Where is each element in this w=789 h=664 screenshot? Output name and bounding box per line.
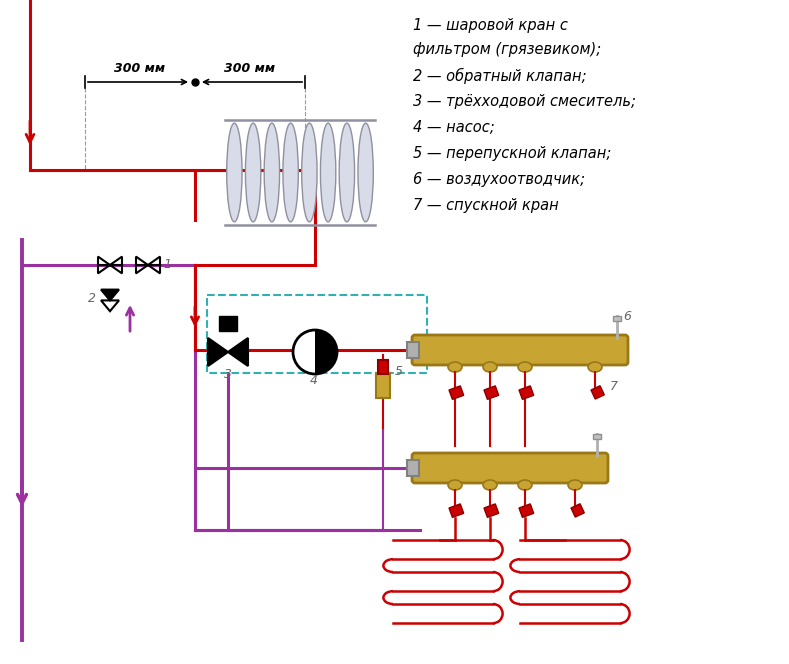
Text: 3: 3 bbox=[224, 368, 232, 381]
Ellipse shape bbox=[483, 480, 497, 490]
Text: 1: 1 bbox=[163, 258, 171, 271]
Text: 7: 7 bbox=[610, 380, 618, 393]
FancyBboxPatch shape bbox=[412, 335, 628, 365]
Bar bbox=[376, 373, 390, 398]
Bar bbox=[219, 316, 237, 331]
Text: фильтром (грязевиком);: фильтром (грязевиком); bbox=[413, 42, 601, 57]
Ellipse shape bbox=[588, 362, 602, 372]
Bar bbox=[519, 386, 533, 400]
Ellipse shape bbox=[320, 123, 336, 222]
Bar bbox=[207, 295, 427, 373]
Bar bbox=[484, 386, 499, 400]
Bar bbox=[519, 504, 533, 517]
Bar bbox=[407, 342, 419, 358]
Polygon shape bbox=[228, 338, 248, 366]
Polygon shape bbox=[101, 290, 119, 300]
Text: 4 — насос;: 4 — насос; bbox=[413, 120, 495, 135]
Bar bbox=[593, 434, 601, 439]
Text: 6 — воздухоотводчик;: 6 — воздухоотводчик; bbox=[413, 172, 585, 187]
Ellipse shape bbox=[283, 123, 298, 222]
Text: 5 — перепускной клапан;: 5 — перепускной клапан; bbox=[413, 146, 611, 161]
Ellipse shape bbox=[301, 123, 317, 222]
Text: 2: 2 bbox=[88, 292, 96, 305]
Ellipse shape bbox=[518, 362, 532, 372]
Ellipse shape bbox=[264, 123, 279, 222]
Ellipse shape bbox=[518, 480, 532, 490]
Ellipse shape bbox=[358, 123, 373, 222]
Bar bbox=[613, 316, 621, 321]
Ellipse shape bbox=[483, 362, 497, 372]
Bar bbox=[591, 386, 604, 399]
Ellipse shape bbox=[245, 123, 261, 222]
Text: 5: 5 bbox=[395, 365, 403, 378]
Bar bbox=[484, 504, 499, 517]
Bar bbox=[449, 386, 464, 400]
Text: 3 — трёхходовой смеситель;: 3 — трёхходовой смеситель; bbox=[413, 94, 636, 109]
Text: 1 — шаровой кран с: 1 — шаровой кран с bbox=[413, 18, 568, 33]
Ellipse shape bbox=[448, 480, 462, 490]
Ellipse shape bbox=[226, 123, 242, 222]
Text: 7 — спускной кран: 7 — спускной кран bbox=[413, 198, 559, 213]
FancyBboxPatch shape bbox=[412, 453, 608, 483]
Polygon shape bbox=[315, 330, 337, 374]
Text: 300 мм: 300 мм bbox=[224, 62, 275, 74]
Text: 6: 6 bbox=[623, 310, 631, 323]
Text: 4: 4 bbox=[310, 374, 318, 387]
Ellipse shape bbox=[568, 480, 582, 490]
Polygon shape bbox=[208, 338, 228, 366]
Bar bbox=[407, 460, 419, 476]
Bar bbox=[378, 360, 388, 374]
Bar bbox=[449, 504, 464, 517]
Bar bbox=[571, 504, 585, 517]
Ellipse shape bbox=[339, 123, 354, 222]
Text: 300 мм: 300 мм bbox=[114, 62, 166, 74]
Ellipse shape bbox=[448, 362, 462, 372]
Circle shape bbox=[293, 330, 337, 374]
Text: 2 — обратный клапан;: 2 — обратный клапан; bbox=[413, 68, 586, 84]
